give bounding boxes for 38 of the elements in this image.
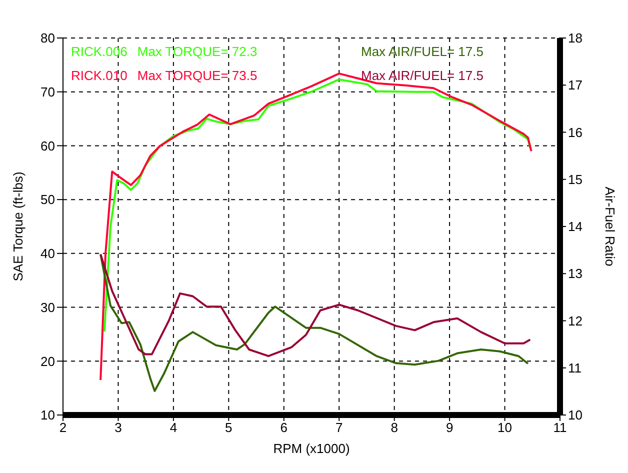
x-tick-label: 3 — [114, 420, 122, 436]
y2-axis-title: Air-Fuel Ratio — [602, 186, 618, 266]
y2-tick-label: 18 — [568, 30, 582, 46]
y-tick-label: 70 — [40, 84, 55, 100]
y-tick-label: 80 — [40, 30, 55, 46]
x-tick-label: 8 — [390, 420, 398, 436]
x-tick-label: 10 — [498, 420, 512, 436]
y-tick-label: 60 — [40, 138, 55, 154]
line-series — [100, 253, 532, 358]
text: RICK.006 — [71, 44, 128, 59]
y2-tick-label: 14 — [568, 219, 582, 234]
y-tick-label: 50 — [40, 192, 55, 208]
x-tick-label: 6 — [280, 420, 288, 436]
x-tick-label: 9 — [446, 420, 454, 436]
y2-tick-label: 13 — [568, 266, 582, 282]
x-tick-label: 5 — [225, 420, 232, 436]
x-tick-label: 2 — [59, 420, 67, 436]
y2-tick-label: 15 — [568, 172, 582, 187]
annotation: Max AIR/FUEL= 17.5 — [361, 68, 484, 83]
text: RICK.010 — [71, 68, 128, 83]
y2-tick-label: 11 — [568, 360, 582, 376]
y-tick-label: 40 — [40, 246, 55, 262]
x-axis-title: RPM (x1000) — [273, 441, 350, 456]
y-tick-label: 10 — [40, 408, 55, 423]
y2-tick-label: 10 — [568, 408, 582, 423]
y2-tick-label: 17 — [568, 78, 582, 93]
y-tick-label: 20 — [40, 354, 55, 369]
annotation: Max AIR/FUEL= 17.5 — [361, 44, 484, 59]
y2-tick-label: 12 — [568, 313, 582, 328]
x-tick-label: 7 — [335, 420, 343, 436]
x-tick-label: 4 — [170, 420, 178, 436]
y-tick-label: 30 — [40, 300, 55, 315]
annotation: Max TORQUE= 73.5 — [137, 68, 258, 83]
y-axis-title: SAE Torque (ft-lbs) — [10, 172, 26, 282]
y2-tick-label: 16 — [568, 124, 582, 140]
annotation: Max TORQUE= 72.3 — [137, 44, 258, 59]
x-tick-label: 11 — [553, 420, 567, 436]
line-series — [100, 253, 529, 392]
